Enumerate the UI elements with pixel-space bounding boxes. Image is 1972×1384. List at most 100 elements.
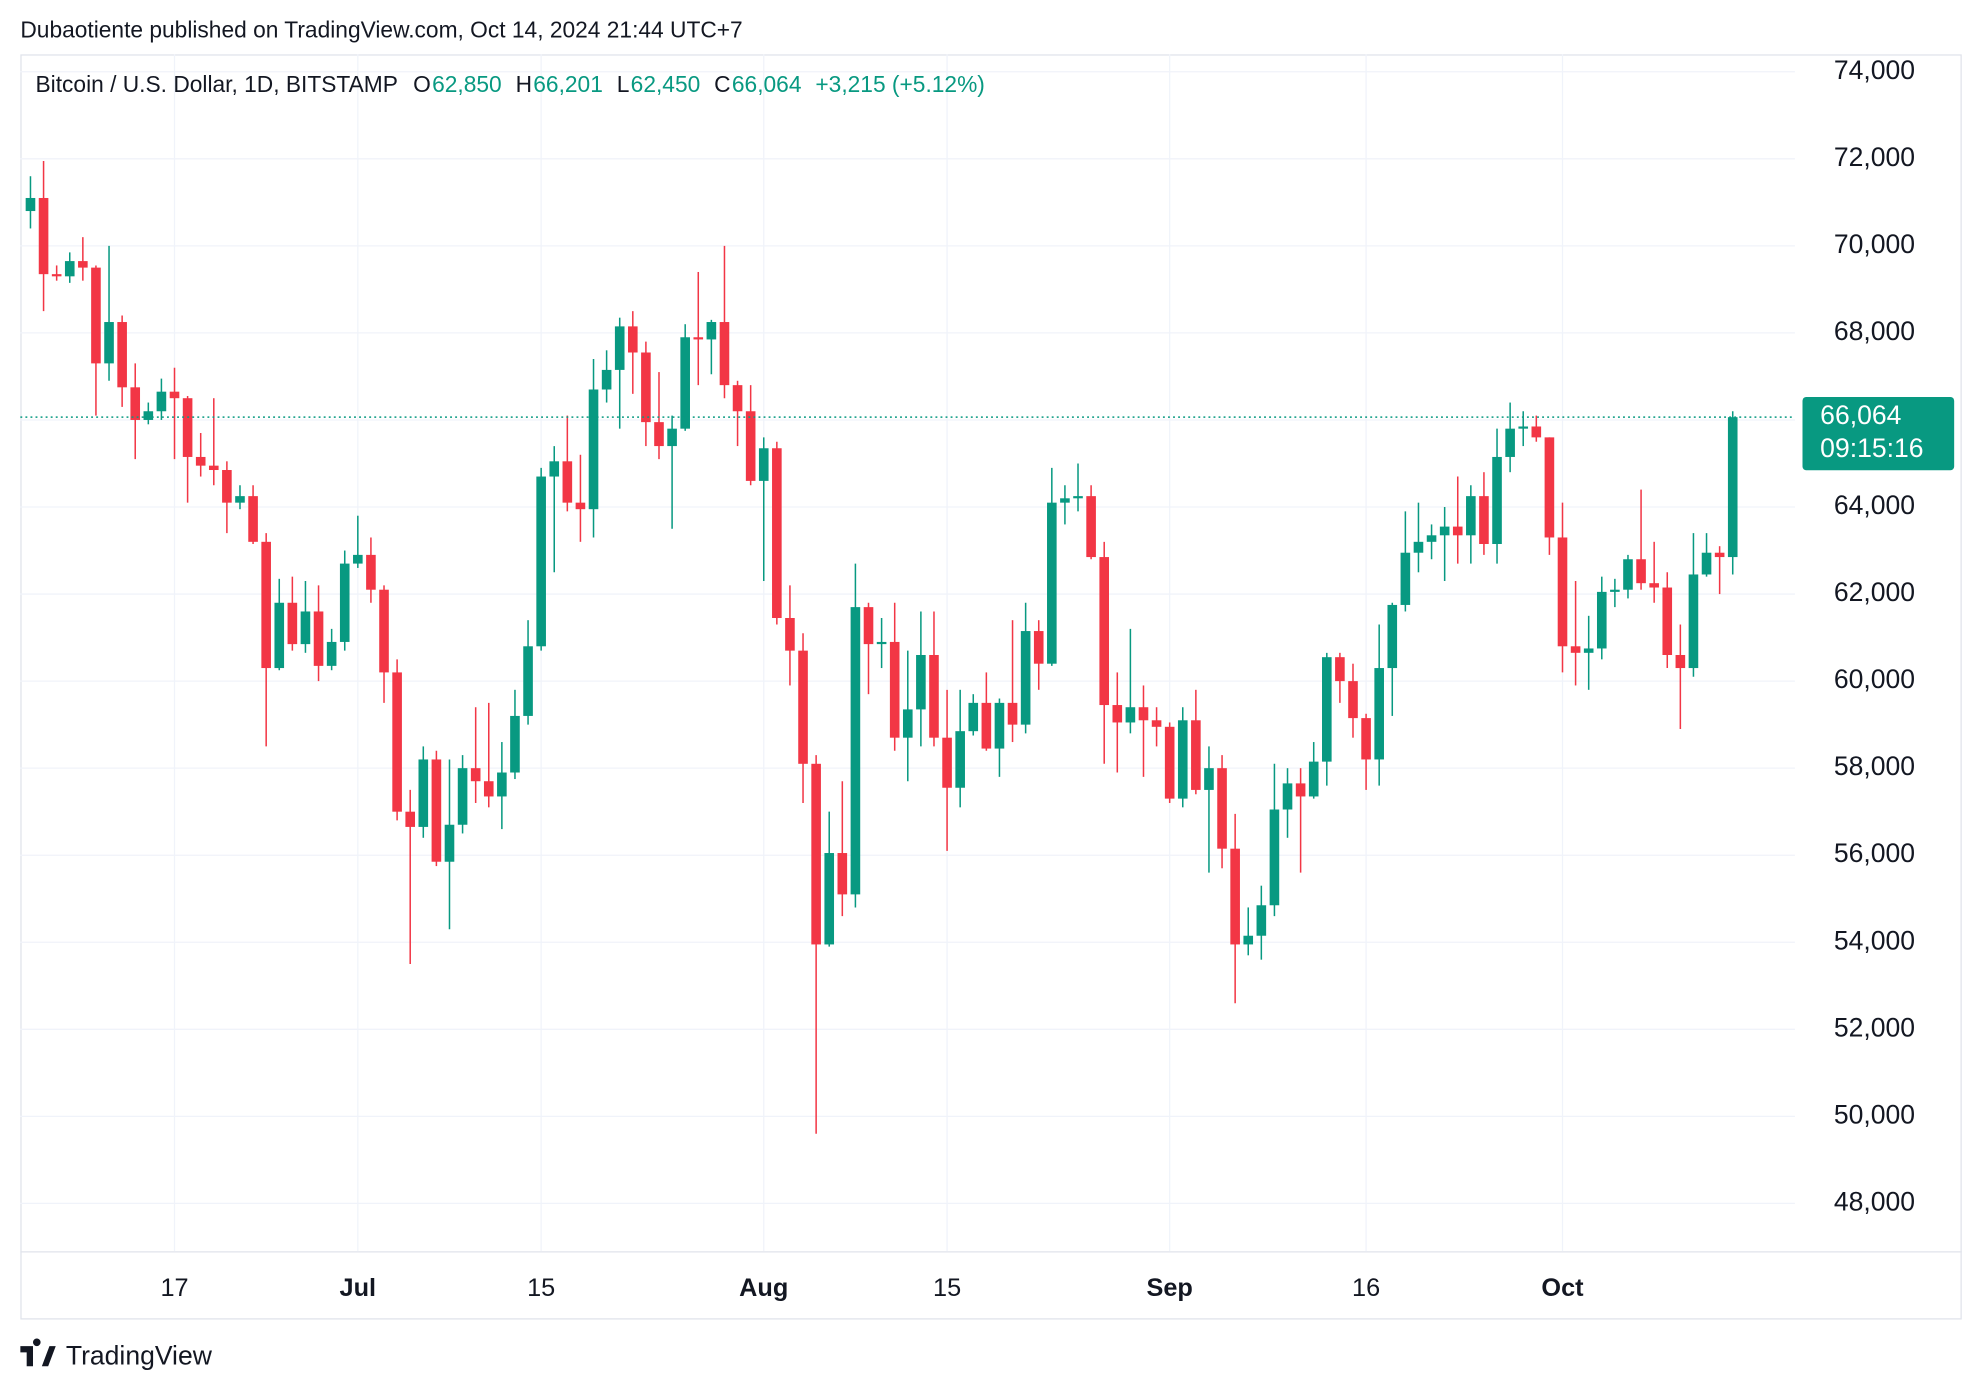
candle-body [431,759,442,862]
candle-body [1295,783,1306,797]
candle-body [1636,559,1646,584]
y-tick-label: 68,000 [1834,316,1915,346]
y-tick-label: 50,000 [1834,1099,1915,1129]
candle-body [1112,705,1123,723]
candle-body [1204,768,1214,790]
candle-body [536,476,546,647]
candle-body [1400,552,1411,605]
candle-body [916,654,926,710]
candle-body [326,641,337,666]
legend-key: C [714,71,730,97]
candle-body [732,385,743,412]
candle-body [1151,720,1162,727]
candle-body [1007,702,1018,725]
candle-body [405,811,416,827]
candle-body [1623,559,1633,590]
candle-body [785,617,795,651]
candle-body [274,602,285,669]
candle-body [1020,631,1031,725]
candle-body [1269,809,1280,906]
y-tick-label: 64,000 [1834,490,1915,520]
candle-body [248,496,258,542]
candle-body [1047,502,1057,664]
candle-body [1583,648,1594,653]
candle-body [208,465,219,471]
candle-body [1374,668,1384,760]
candle-body [1243,935,1254,945]
countdown-label: 09:15:16 [1820,433,1923,463]
y-tick-label: 60,000 [1834,664,1915,694]
candle-body [470,768,481,782]
x-tick-label: 15 [527,1274,555,1302]
x-tick-label: Jul [340,1274,377,1302]
candle-body [64,261,75,277]
candle-body [1714,552,1725,558]
candle-body [1335,657,1345,682]
candle-body [863,607,874,645]
candle-body [1073,496,1083,499]
candle-body [1426,535,1437,542]
candle-body [706,322,717,340]
candle-body [1138,707,1149,721]
candle-body [366,554,376,590]
candle-body [261,541,271,669]
candle-body [130,387,141,420]
candle-body [91,267,101,364]
candle-body [457,768,468,825]
candle-body [392,672,402,812]
candle-body [1596,591,1607,649]
logo-text: TradingView [66,1340,213,1370]
candle-body [418,759,429,827]
candle-body [549,461,560,477]
candle-body [1230,848,1240,945]
candle-body [78,261,88,268]
candle-body [38,197,49,275]
candle-body [745,411,756,481]
candle-body [902,709,913,738]
y-tick-label: 56,000 [1834,838,1915,868]
candle-body [1086,496,1096,558]
candle-body [1649,583,1659,588]
legend: Bitcoin / U.S. Dollar, 1D, BITSTAMP O 62,8… [36,71,985,97]
legend-symbol: Bitcoin / U.S. Dollar, 1D, BITSTAMP [36,71,398,97]
y-tick-label: 54,000 [1834,925,1915,955]
candle-body [143,411,154,420]
candle-body [601,369,612,390]
candle-body [300,611,311,645]
candle-body [1125,707,1136,723]
x-tick-label: 15 [933,1274,961,1302]
candle-body [929,654,939,738]
y-tick-label: 74,000 [1834,55,1915,85]
legend-key: O [413,71,431,97]
y-tick-label: 52,000 [1834,1012,1915,1042]
tradingview-logo: TradingView [20,1338,213,1370]
candle-body [287,602,298,645]
y-tick-label: 70,000 [1834,229,1915,259]
candle-body [1282,783,1293,810]
candle-body [1675,654,1686,669]
legend-value: 62,450 [631,71,701,97]
legend-key: H [516,71,532,97]
legend-value: 62,850 [432,71,502,97]
candle-body [628,326,638,353]
candle-body [1387,604,1398,669]
logo-icon [20,1338,56,1367]
last-price-label: 66,064 [1820,400,1901,430]
legend-key: L [617,71,630,97]
candle-body [758,448,769,481]
candle-body [1688,574,1699,669]
candle-body [1361,718,1371,760]
candle-body [680,337,690,429]
chart-frame [20,54,1962,1320]
candle-body [811,763,821,945]
candle-body [575,502,586,510]
candle-body [1413,541,1424,553]
candle-body [1544,437,1555,538]
candle-body [1452,526,1463,536]
candle-body [222,470,232,503]
candle-body [313,611,324,666]
candle-body [1727,417,1738,558]
candle-body [719,322,730,386]
candle-body [1610,589,1620,592]
